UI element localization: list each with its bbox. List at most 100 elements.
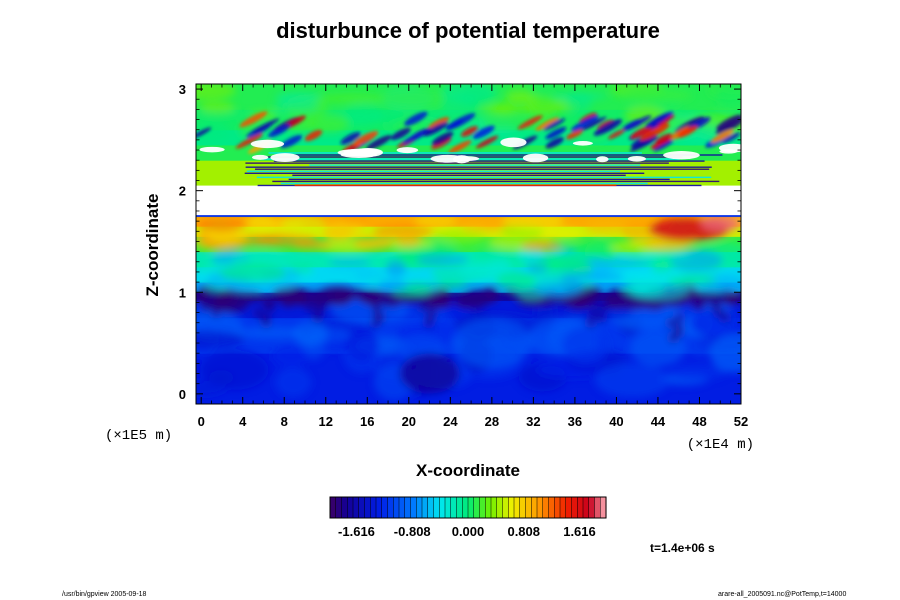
field-blob	[428, 307, 437, 318]
colorbar-cell	[519, 497, 527, 518]
noise-line	[244, 172, 645, 174]
field-blob	[211, 307, 220, 318]
field-blob	[351, 288, 365, 296]
colorbar-cell	[485, 497, 492, 518]
y-axis-unit: (×1E5 m)	[105, 428, 172, 444]
field-blob	[238, 290, 264, 303]
colorbar-cell	[508, 497, 515, 518]
y-tick-label: 0	[179, 387, 186, 402]
wave-streak	[304, 129, 323, 142]
x-tick-label: 16	[360, 414, 374, 429]
field-blob	[196, 111, 250, 120]
wave-streak	[535, 117, 560, 131]
edge-band	[294, 184, 617, 187]
colorbar-cell	[479, 497, 486, 518]
wave-streak	[593, 119, 623, 136]
x-tick-label: 28	[485, 414, 499, 429]
x-tick-label: 44	[651, 414, 666, 429]
colorbar-cell	[491, 497, 498, 518]
wave-streak	[340, 132, 361, 145]
field-blob	[346, 328, 379, 361]
field-blob	[385, 259, 407, 277]
wave-streak	[404, 111, 428, 126]
wave-streak	[427, 117, 450, 130]
wave-streak	[545, 137, 564, 149]
field-blob	[584, 218, 630, 234]
undefined-patch	[500, 137, 527, 148]
field-blob	[380, 88, 445, 108]
colorbar-tick-label: 0.808	[507, 524, 540, 539]
field-blob	[668, 332, 677, 343]
field-blob	[306, 302, 315, 313]
noise-line	[292, 174, 626, 177]
field-blob	[219, 263, 287, 283]
field-blob	[577, 291, 590, 299]
field-blob	[274, 92, 322, 103]
colorbar-cell	[554, 497, 561, 518]
x-tick-label: 4	[239, 414, 247, 429]
x-axis-label: X-coordinate	[416, 461, 520, 480]
field-blob	[667, 317, 676, 328]
field-blob	[687, 338, 715, 357]
field-blob	[305, 114, 350, 133]
field-blob	[196, 380, 226, 396]
colorbar-cell	[381, 497, 389, 518]
plot-frame	[195, 83, 742, 405]
noise-line	[293, 154, 723, 156]
undefined-patch	[572, 141, 593, 146]
colorbar-cell	[462, 497, 469, 518]
field-blob	[592, 297, 601, 308]
field-blob	[322, 223, 354, 241]
colorbar-cell	[542, 497, 550, 518]
wave-streak	[423, 122, 449, 137]
colorbar-cell	[422, 497, 429, 518]
colorbar-cell	[473, 497, 481, 518]
wave-streak	[716, 114, 741, 130]
wave-streak	[353, 130, 379, 146]
x-tick-label: 12	[319, 414, 333, 429]
wave-streak	[710, 129, 735, 144]
wave-streak	[570, 115, 599, 132]
wave-streak	[645, 113, 671, 128]
field-blob	[371, 110, 404, 122]
wave-streak	[252, 118, 280, 134]
field-blob	[715, 86, 741, 110]
field-blob	[721, 292, 741, 305]
y-tick-label: 3	[179, 82, 186, 97]
x-tick-label: 48	[692, 414, 706, 429]
colorbar-cell	[335, 497, 343, 518]
chart-title: disturbunce of potential temperature	[276, 18, 660, 43]
colorbar-cell	[450, 497, 458, 518]
colorbar-cell	[565, 497, 573, 518]
noise-line	[246, 170, 621, 172]
colorbar-cell	[404, 497, 412, 518]
undefined-patch	[252, 154, 269, 160]
field-blob	[690, 299, 707, 310]
colorbar-cell	[399, 497, 406, 518]
wave-streak	[268, 123, 291, 138]
wave-streak	[390, 127, 411, 141]
x-tick-label: 20	[402, 414, 416, 429]
colorbar-ticks: -1.616 -0.808 0.000 0.808 1.616	[338, 524, 596, 539]
field-blob	[261, 312, 270, 323]
field-blob	[586, 317, 595, 328]
field-blob	[700, 215, 741, 232]
y-tick-label: 2	[179, 184, 186, 199]
field-blob	[196, 219, 247, 232]
undefined-patch	[199, 146, 225, 153]
field-blob	[416, 253, 469, 267]
field-blob	[196, 122, 232, 142]
x-axis: 0 4 8 12 16 20 24 28 32 36 40 44 48 52	[198, 84, 748, 429]
field-blob	[381, 297, 390, 308]
field-blob	[371, 317, 380, 328]
field-blob	[267, 297, 276, 308]
colorbar-cell	[583, 497, 590, 518]
y-tick-label: 1	[179, 285, 186, 300]
x-tick-label: 8	[281, 414, 288, 429]
colorbar-cell	[416, 497, 423, 518]
undefined-patch	[596, 156, 609, 163]
colorbar-cell	[341, 497, 348, 518]
colorbar-frame	[329, 496, 607, 519]
colorbar-cell	[445, 497, 452, 518]
